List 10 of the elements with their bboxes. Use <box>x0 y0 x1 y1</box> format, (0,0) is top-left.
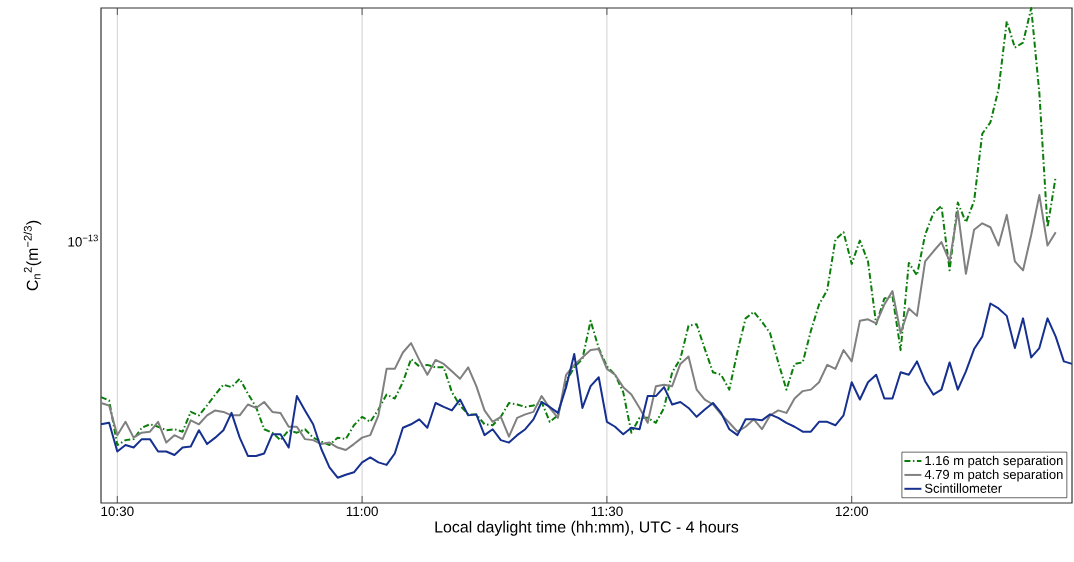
x-tick-label: 11:30 <box>591 506 623 517</box>
y-axis-title: C$_{n}$$^{2}$(m$^{−2/3}$) <box>23 220 42 291</box>
legend-label: Scintillometer <box>925 483 1002 493</box>
x-axis-title: Local daylight time (hh:mm), UTC - 4 hours <box>435 520 739 536</box>
legend-label: 4.79 m patch separation <box>924 469 1063 482</box>
text: 10$^{−13}$ <box>68 234 98 247</box>
x-tick-label: 12:00 <box>835 506 868 517</box>
x-tick-label: 10:30 <box>101 506 134 517</box>
legend-label: 1.16 m patch separation <box>925 455 1063 468</box>
x-tick-label: 11:00 <box>346 506 378 517</box>
